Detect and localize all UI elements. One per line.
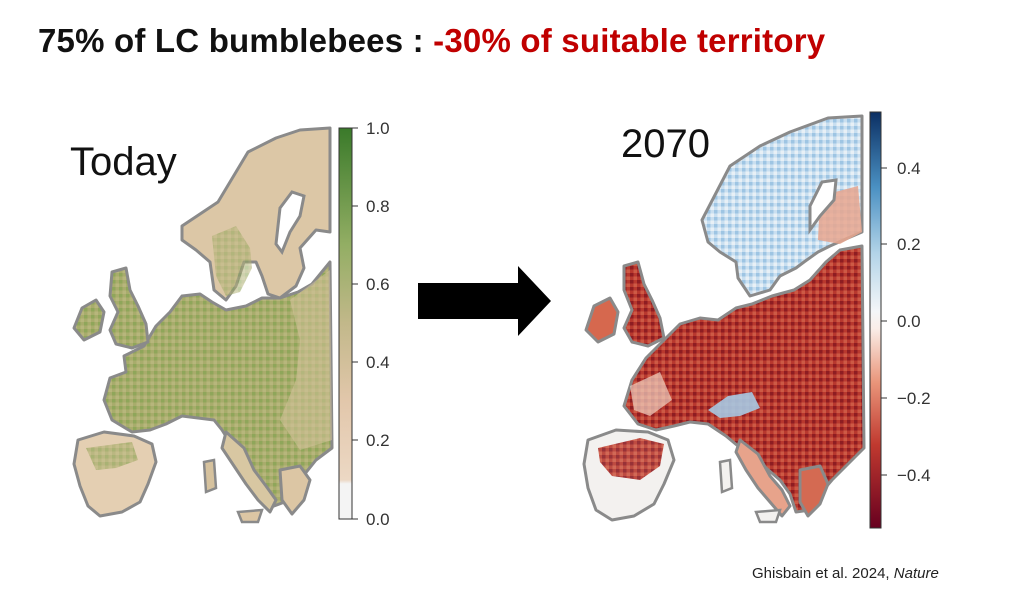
future-tick-neg-0-2: −0.2 [897,389,931,408]
great-britain-2070-region [622,260,666,348]
sicily-2070-region [754,508,782,524]
today-colorbar [338,127,353,520]
today-tick-0-2: 0.2 [366,431,390,450]
alps-increase-area [708,392,760,418]
ireland-2070-region [584,296,620,344]
right-arrow-icon [418,266,551,336]
today-label: Today [70,140,177,184]
gulf-of-bothnia [274,190,306,256]
iberia-decline-patches [598,438,664,480]
future-change-map [582,114,866,524]
western-france-light-area [630,372,672,416]
future-tick-0-2: 0.2 [897,235,921,254]
iberia-green-patches [86,442,138,470]
future-tick-0-0: 0.0 [897,312,921,331]
italy-region [220,430,278,514]
today-tick-0-0: 0.0 [366,510,390,529]
scandinavia-green-patches [212,226,252,296]
today-tick-0-6: 0.6 [366,275,390,294]
mainland-europe-region [102,260,334,508]
citation-text: Ghisbain et al. 2024, [752,565,894,582]
slide-title: 75% of LC bumblebees : -30% of suitable … [38,22,825,60]
gulf-of-bothnia-2070 [808,178,838,235]
today-tick-0-8: 0.8 [366,197,390,216]
title-highlight: -30% of suitable territory [433,22,826,59]
mainland-2070-region [622,244,866,514]
future-colorbar-ticks: 0.4 0.2 0.0 −0.2 −0.4 [881,159,931,485]
future-tick-neg-0-4: −0.4 [897,466,931,485]
ireland-region [72,298,106,342]
italy-2070-region [734,438,792,518]
greece-2070-region [798,464,830,518]
scandinavia-2070-region [700,114,864,298]
title-prefix: 75% of LC bumblebees : [38,22,434,59]
scandinavia-region [180,126,332,302]
greece-region [278,464,312,516]
year-2070-label: 2070 [621,122,710,166]
eastern-plains [280,270,332,450]
today-colorbar-ticks: 1.0 0.8 0.6 0.4 0.2 0.0 [352,119,390,529]
sardinia-region [202,458,218,494]
sicily-region [236,508,264,524]
today-tick-1: 1.0 [366,119,390,138]
great-britain-region [108,266,150,350]
sardinia-2070-region [718,458,734,494]
today-suitability-map [72,126,334,524]
citation: Ghisbain et al. 2024, Nature [752,565,939,582]
future-tick-0-4: 0.4 [897,159,921,178]
citation-journal: Nature [893,565,939,582]
future-colorbar [869,111,882,529]
today-tick-0-4: 0.4 [366,353,390,372]
